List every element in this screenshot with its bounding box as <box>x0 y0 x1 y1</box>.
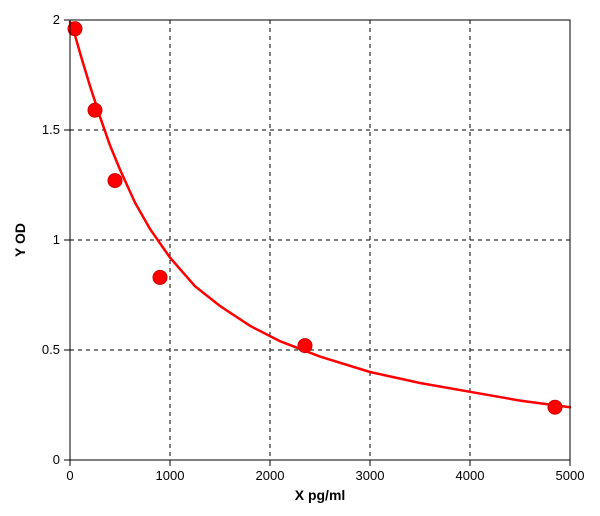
x-tick-label: 0 <box>66 468 73 483</box>
standard-curve-chart: 0 1000 2000 3000 4000 5000 0 0.5 1 1.5 2 X pg/ml Y O… <box>0 0 600 516</box>
y-tick-label: 1.5 <box>42 122 60 137</box>
data-point <box>88 103 102 117</box>
data-point <box>153 270 167 284</box>
x-tick-label: 5000 <box>556 468 585 483</box>
data-point <box>548 400 562 414</box>
data-point <box>298 339 312 353</box>
y-tick-label: 0.5 <box>42 342 60 357</box>
y-tick-label: 1 <box>53 232 60 247</box>
x-tick-label: 4000 <box>456 468 485 483</box>
y-tick-label: 0 <box>53 452 60 467</box>
x-tick-label: 1000 <box>156 468 185 483</box>
chart-svg: 0 1000 2000 3000 4000 5000 0 0.5 1 1.5 2 X pg/ml Y O… <box>0 0 600 516</box>
x-axis-label: X pg/ml <box>295 487 346 503</box>
data-point <box>108 174 122 188</box>
x-tick-label: 2000 <box>256 468 285 483</box>
x-tick-label: 3000 <box>356 468 385 483</box>
y-axis-label: Y OD <box>12 223 28 257</box>
y-tick-label: 2 <box>53 12 60 27</box>
